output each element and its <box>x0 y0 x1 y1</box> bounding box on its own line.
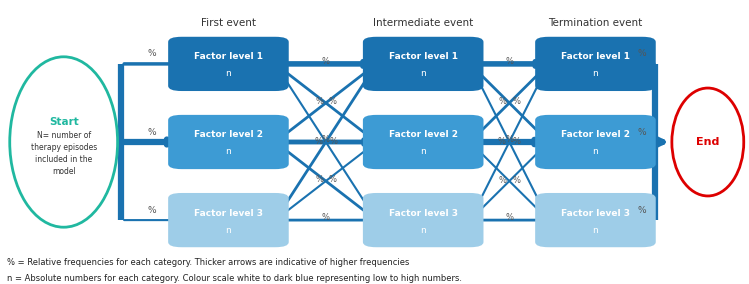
Text: Factor level 3: Factor level 3 <box>194 208 263 218</box>
Text: %: % <box>147 128 156 137</box>
Text: %: % <box>315 137 323 146</box>
Text: %: % <box>315 175 323 184</box>
Text: Factor level 2: Factor level 2 <box>561 130 630 139</box>
FancyBboxPatch shape <box>168 193 289 247</box>
FancyBboxPatch shape <box>363 193 484 247</box>
Text: %: % <box>147 206 156 215</box>
Ellipse shape <box>10 57 118 227</box>
Text: %: % <box>498 97 506 106</box>
Text: %: % <box>506 213 513 222</box>
Text: Termination event: Termination event <box>548 18 643 28</box>
Text: %: % <box>512 97 521 106</box>
Text: Start: Start <box>49 117 79 127</box>
Text: End: End <box>696 137 720 147</box>
FancyBboxPatch shape <box>535 37 656 91</box>
Text: %: % <box>637 206 646 215</box>
Text: n: n <box>592 225 598 235</box>
Text: %: % <box>329 137 337 146</box>
Text: n: n <box>225 69 231 78</box>
FancyBboxPatch shape <box>535 193 656 247</box>
FancyBboxPatch shape <box>363 115 484 169</box>
Text: %: % <box>512 176 521 185</box>
Text: Factor level 2: Factor level 2 <box>389 130 458 139</box>
Text: %: % <box>512 137 521 146</box>
Text: n: n <box>420 147 426 156</box>
Text: %: % <box>637 49 646 59</box>
Text: %: % <box>506 57 513 66</box>
Text: n: n <box>420 69 426 78</box>
Text: Factor level 3: Factor level 3 <box>561 208 630 218</box>
Text: %: % <box>147 49 156 59</box>
Text: %: % <box>322 213 330 222</box>
Text: Factor level 1: Factor level 1 <box>561 52 630 61</box>
Text: %: % <box>498 137 506 146</box>
Text: N= number of
therapy episodes
included in the
model: N= number of therapy episodes included i… <box>31 131 97 176</box>
Text: %: % <box>498 176 506 185</box>
Text: Factor level 1: Factor level 1 <box>389 52 458 61</box>
Text: %: % <box>506 135 513 144</box>
FancyBboxPatch shape <box>168 115 289 169</box>
FancyBboxPatch shape <box>535 115 656 169</box>
Text: n: n <box>225 147 231 156</box>
Text: Factor level 3: Factor level 3 <box>389 208 458 218</box>
Text: %: % <box>637 128 646 137</box>
Text: n: n <box>592 147 598 156</box>
Text: Factor level 2: Factor level 2 <box>194 130 263 139</box>
Text: n: n <box>592 69 598 78</box>
Text: %: % <box>322 135 330 144</box>
Text: % = Relative frequencies for each category. Thicker arrows are indicative of hig: % = Relative frequencies for each catego… <box>7 258 410 267</box>
Text: %: % <box>329 97 336 106</box>
Text: %: % <box>329 175 336 184</box>
Text: First event: First event <box>201 18 256 28</box>
Text: %: % <box>315 97 323 106</box>
Ellipse shape <box>672 88 744 196</box>
FancyBboxPatch shape <box>363 37 484 91</box>
Text: n: n <box>225 225 231 235</box>
Text: n = Absolute numbers for each category. Colour scale white to dark blue represen: n = Absolute numbers for each category. … <box>7 274 462 283</box>
Text: Factor level 1: Factor level 1 <box>194 52 263 61</box>
Text: Intermediate event: Intermediate event <box>373 18 473 28</box>
FancyBboxPatch shape <box>168 37 289 91</box>
Text: %: % <box>322 57 330 66</box>
Text: n: n <box>420 225 426 235</box>
